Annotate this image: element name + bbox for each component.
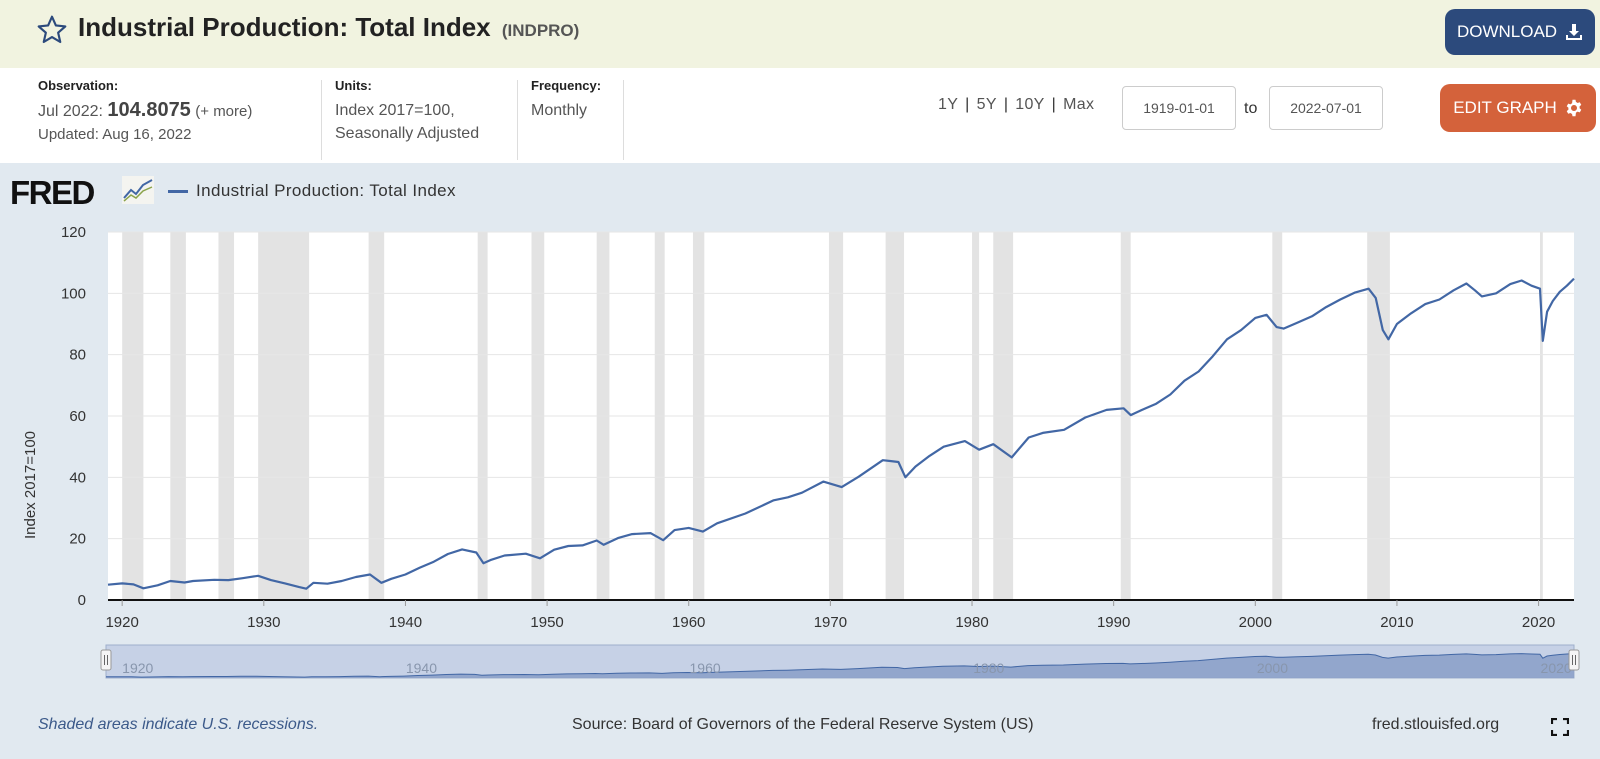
frequency-label: Frequency: <box>531 78 602 93</box>
x-tick-label: 1970 <box>814 614 847 631</box>
units-block: Units: Index 2017=100, Seasonally Adjust… <box>335 78 479 145</box>
recession-note: Shaded areas indicate U.S. recessions. <box>38 716 319 733</box>
chart-legend: Industrial Production: Total Index <box>168 181 456 201</box>
navigator-handle[interactable] <box>100 649 112 671</box>
units-label: Units: <box>335 78 372 93</box>
page-title: Industrial Production: Total Index (INDP… <box>78 12 579 43</box>
edit-graph-button[interactable]: EDIT GRAPH <box>1440 84 1596 132</box>
observation-block: Observation: Jul 2022: 104.8075 (+ more)… <box>38 78 252 146</box>
series-code: (INDPRO) <box>501 21 580 40</box>
x-tick-label: 1980 <box>955 614 988 631</box>
edit-graph-label: EDIT GRAPH <box>1453 98 1557 117</box>
frequency-block: Frequency: Monthly <box>531 78 601 122</box>
y-axis-label: Index 2017=100 <box>22 431 39 539</box>
x-tick-label: 1990 <box>1097 614 1130 631</box>
series-line[interactable] <box>107 277 1575 590</box>
divider <box>321 80 322 160</box>
observation-date: Jul 2022: <box>38 103 103 120</box>
range-10y[interactable]: 10Y <box>1015 96 1045 113</box>
y-tick-label: 40 <box>69 469 86 486</box>
legend-label: Industrial Production: Total Index <box>196 181 456 200</box>
start-date-input[interactable] <box>1122 86 1236 130</box>
divider <box>623 80 624 160</box>
frequency-value: Monthly <box>531 102 588 119</box>
y-tick-label: 60 <box>69 408 86 425</box>
end-date-input[interactable] <box>1269 86 1383 130</box>
download-label: DOWNLOAD <box>1456 22 1558 41</box>
observation-label: Observation: <box>38 78 119 93</box>
range-5y[interactable]: 5Y <box>976 96 997 113</box>
x-tick-label: 2020 <box>1522 614 1555 631</box>
navigator-label: 2020 <box>1541 660 1572 676</box>
units-line1: Index 2017=100, <box>335 102 455 119</box>
navigator-label: 1940 <box>406 660 437 676</box>
star-icon[interactable] <box>36 14 68 46</box>
observation-more-link[interactable]: (+ more) <box>195 103 253 120</box>
updated-date: Updated: Aug 16, 2022 <box>38 126 192 143</box>
legend-swatch <box>168 189 188 193</box>
y-tick-label: 20 <box>69 531 86 548</box>
x-tick-label: 1940 <box>389 614 422 631</box>
units-line2: Seasonally Adjusted <box>335 125 480 142</box>
observation-value: 104.8075 <box>107 99 191 121</box>
chart-area[interactable]: Index 2017=100 0 20 40 60 80 100 120 1920 1930 1… <box>0 215 1600 695</box>
source-text: Source: Board of Governors of the Federa… <box>572 716 1034 733</box>
divider <box>517 80 518 160</box>
x-tick-label: 1930 <box>247 614 280 631</box>
fullscreen-icon[interactable] <box>1551 718 1569 736</box>
header-bar: Industrial Production: Total Index (INDP… <box>0 0 1600 68</box>
download-button[interactable]: DOWNLOAD <box>1445 9 1595 55</box>
gear-icon <box>1566 99 1582 117</box>
y-tick-label: 80 <box>69 347 86 364</box>
range-1y[interactable]: 1Y <box>938 96 959 113</box>
x-tick-label: 1920 <box>105 614 138 631</box>
range-selector: 1Y | 5Y | 10Y | Max <box>938 96 1095 113</box>
navigator-label: 1920 <box>122 660 153 676</box>
series-title: Industrial Production: Total Index <box>78 12 491 42</box>
fred-chart-logo-icon <box>122 176 154 204</box>
fred-logo[interactable]: FRED <box>10 174 95 211</box>
navigator-handle[interactable] <box>1568 649 1580 671</box>
download-icon <box>1566 24 1583 40</box>
range-max[interactable]: Max <box>1063 96 1095 113</box>
y-tick-label: 0 <box>78 592 86 609</box>
fred-url-link[interactable]: fred.stlouisfed.org <box>1372 716 1500 733</box>
x-tick-label: 2010 <box>1380 614 1413 631</box>
to-label: to <box>1244 100 1258 117</box>
x-tick-label: 2000 <box>1239 614 1272 631</box>
navigator-series-area <box>106 653 1574 678</box>
navigator-label: 2000 <box>1257 660 1288 676</box>
x-tick-label: 1950 <box>530 614 563 631</box>
navigator-series-line <box>105 653 1575 678</box>
y-tick-label: 120 <box>61 224 86 241</box>
metadata-bar: Observation: Jul 2022: 104.8075 (+ more)… <box>0 68 1600 163</box>
navigator-label: 1960 <box>690 660 721 676</box>
x-tick-label: 1960 <box>672 614 705 631</box>
navigator-label: 1980 <box>973 660 1004 676</box>
y-tick-label: 100 <box>61 285 86 302</box>
